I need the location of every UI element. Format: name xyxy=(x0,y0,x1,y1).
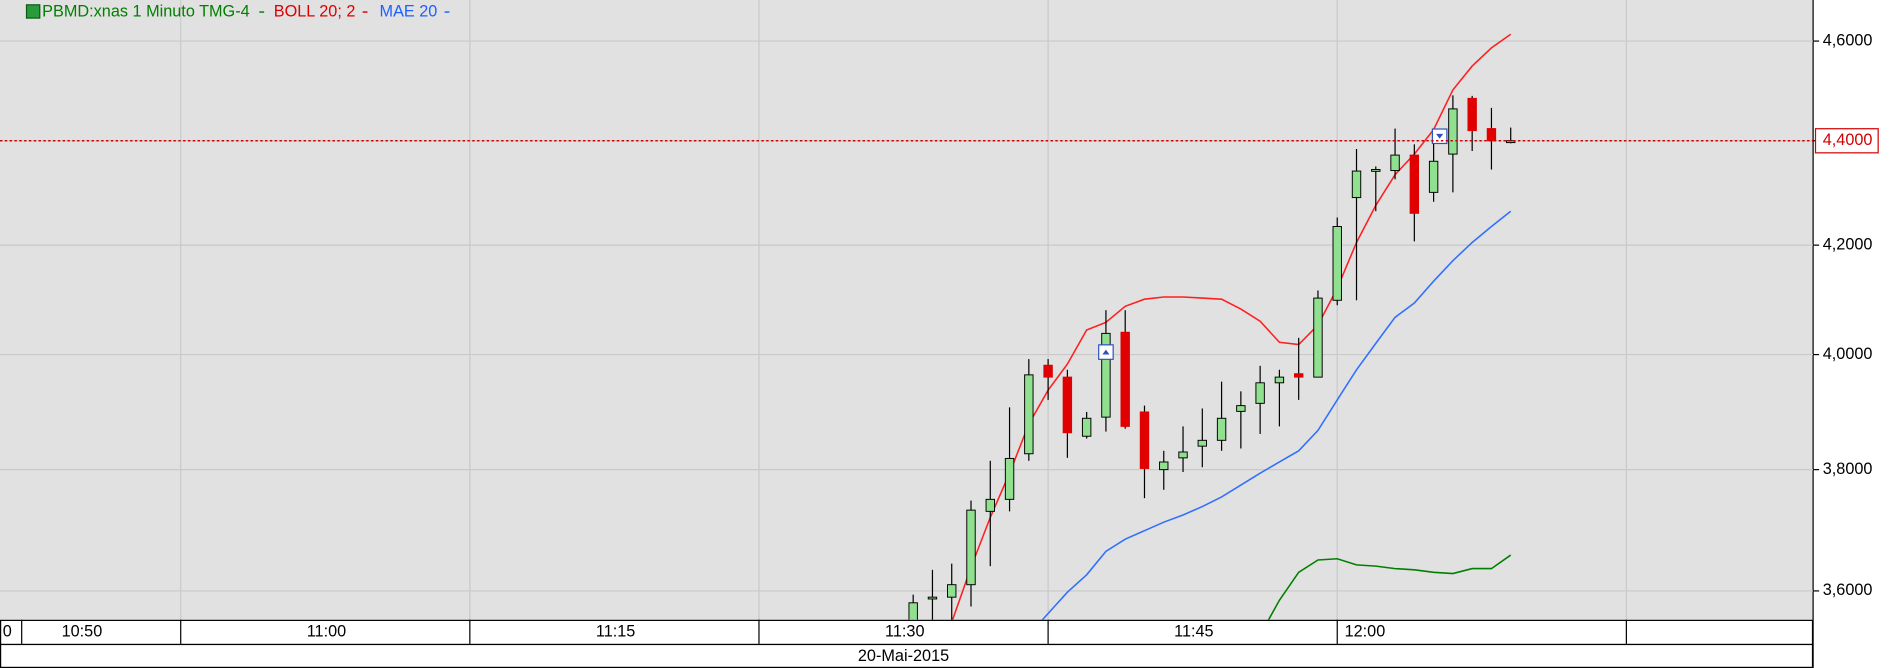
candle-body xyxy=(1467,97,1477,132)
candle-body xyxy=(1178,451,1188,459)
candle-body xyxy=(1101,332,1111,418)
y-tick-label: 3,6000 xyxy=(1823,581,1873,599)
candle-body xyxy=(1428,160,1439,193)
candle-body xyxy=(1390,154,1400,172)
candle-body xyxy=(1024,374,1034,455)
plot xyxy=(0,33,1814,620)
plot-area xyxy=(0,0,1814,620)
last-price-label: 4,4000 xyxy=(1823,131,1873,149)
date-axis xyxy=(0,643,1814,668)
candle-body xyxy=(1486,128,1497,142)
candle-body xyxy=(1120,331,1130,427)
candle-body xyxy=(1216,417,1227,441)
chart-title: PBMD:xnas 1 Minuto TMG-4 xyxy=(42,2,250,20)
candle-body xyxy=(1081,417,1092,437)
indicator-line xyxy=(1267,554,1512,620)
candle-body xyxy=(1062,376,1073,434)
y-tick-label: 4,2000 xyxy=(1823,235,1873,253)
legend-entry: BOLL 20; 2 xyxy=(274,2,356,20)
time-dividers xyxy=(21,619,1627,644)
candle-body xyxy=(1139,411,1150,469)
x-tick-label: 11:30 xyxy=(885,623,924,641)
y-tick-label: 3,8000 xyxy=(1823,460,1873,478)
candle-body xyxy=(1332,226,1342,301)
y-tick-label: 4,6000 xyxy=(1823,31,1873,49)
candle-body xyxy=(1043,364,1053,378)
candle-body xyxy=(1409,154,1420,214)
x-tick-label: 12:00 xyxy=(1345,623,1386,641)
candle-body xyxy=(927,596,938,600)
x-tick-label: 0 xyxy=(3,623,12,641)
symbol-icon xyxy=(25,4,41,19)
legend: PBMD:xnas 1 Minuto TMG-4 BOLL 20; 2 MAE 2… xyxy=(25,2,450,20)
legend-entry: MAE 20 xyxy=(380,2,438,20)
candle-body xyxy=(1313,297,1323,378)
candle-body xyxy=(985,498,995,512)
x-tick-label: 10:50 xyxy=(62,623,103,641)
candle-body xyxy=(966,509,976,586)
candle-body xyxy=(1197,439,1208,447)
x-tick-label: 11:15 xyxy=(596,623,635,641)
candle-body xyxy=(1236,405,1246,412)
y-axis-area xyxy=(1813,0,1889,668)
candle-body xyxy=(1293,373,1304,378)
candle-body xyxy=(1371,169,1381,172)
vertical-grid xyxy=(180,0,1627,620)
candle-body xyxy=(947,584,957,598)
signal-arrow xyxy=(1102,349,1110,355)
last-price-box xyxy=(1814,128,1879,154)
x-tick-label: 11:45 xyxy=(1174,623,1213,641)
candle-body xyxy=(1004,457,1015,500)
candle-body xyxy=(908,602,918,620)
candle-body xyxy=(1159,461,1169,471)
indicator-line xyxy=(951,33,1512,620)
candle-body xyxy=(1506,140,1516,144)
candle-body xyxy=(1448,108,1458,155)
indicator-line xyxy=(1041,210,1512,620)
signal-arrow xyxy=(1436,133,1444,139)
x-tick-label: 11:00 xyxy=(307,623,346,641)
candle-body xyxy=(1351,170,1362,199)
y-tick-label: 4,0000 xyxy=(1823,345,1873,363)
candle-body xyxy=(1255,382,1265,404)
date-label: 20-Mai-2015 xyxy=(858,647,949,665)
candle-body xyxy=(1274,376,1285,384)
